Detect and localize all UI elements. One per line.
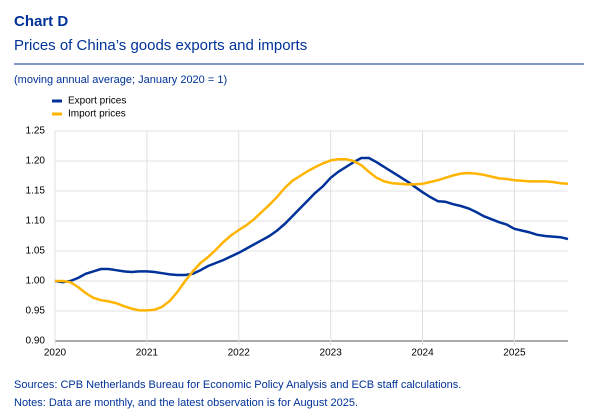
y-tick-label: 0.90 (26, 336, 46, 347)
x-tick-label: 2025 (503, 348, 526, 359)
legend-label: Export prices (68, 96, 126, 107)
y-tick-label: 1.15 (26, 186, 46, 197)
y-tick-label: 1.20 (26, 156, 46, 167)
y-tick-label: 1.10 (26, 216, 46, 227)
legend-label: Import prices (68, 109, 126, 120)
sources: Sources: CPB Netherlands Bureau for Econ… (14, 379, 461, 391)
x-tick-label: 2024 (411, 348, 434, 359)
y-tick-label: 1.00 (26, 276, 46, 287)
x-tick-label: 2022 (228, 348, 251, 359)
notes: Notes: Data are monthly, and the latest … (14, 397, 358, 409)
chart-subtitle: Prices of China’s goods exports and impo… (14, 37, 307, 54)
series-line (55, 157, 569, 312)
y-tick-label: 0.95 (26, 306, 46, 317)
x-tick-label: 2023 (320, 348, 343, 359)
y-tick-label: 1.25 (26, 126, 46, 137)
y-tick-label: 1.05 (26, 246, 46, 257)
unit-note: (moving annual average; January 2020 = 1… (14, 74, 227, 86)
x-tick-label: 2021 (136, 348, 159, 359)
x-tick-label: 2020 (44, 348, 67, 359)
chart-title: Chart D (14, 13, 68, 30)
series-line (54, 156, 569, 284)
